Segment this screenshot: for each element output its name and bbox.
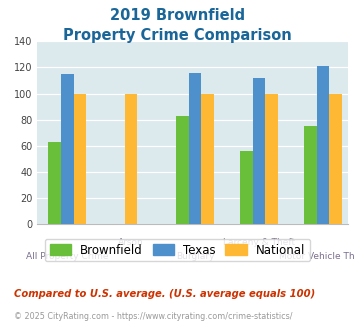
- Bar: [61, 74, 73, 224]
- Bar: [240, 151, 253, 224]
- Text: All Property Crime: All Property Crime: [26, 252, 108, 261]
- Bar: [304, 126, 317, 224]
- Text: Property Crime Comparison: Property Crime Comparison: [63, 28, 292, 43]
- Bar: [253, 78, 266, 224]
- Bar: [73, 94, 86, 224]
- Bar: [317, 66, 329, 224]
- Text: Larceny & Theft: Larceny & Theft: [223, 238, 295, 247]
- Text: Arson: Arson: [118, 238, 144, 247]
- Bar: [202, 94, 214, 224]
- Text: Motor Vehicle Theft: Motor Vehicle Theft: [279, 252, 355, 261]
- Text: © 2025 CityRating.com - https://www.cityrating.com/crime-statistics/: © 2025 CityRating.com - https://www.city…: [14, 312, 293, 321]
- Bar: [125, 94, 137, 224]
- Legend: Brownfield, Texas, National: Brownfield, Texas, National: [45, 239, 310, 261]
- Bar: [189, 73, 202, 224]
- Bar: [329, 94, 342, 224]
- Text: 2019 Brownfield: 2019 Brownfield: [110, 8, 245, 23]
- Bar: [48, 142, 61, 224]
- Text: Compared to U.S. average. (U.S. average equals 100): Compared to U.S. average. (U.S. average …: [14, 289, 316, 299]
- Bar: [266, 94, 278, 224]
- Text: Burglary: Burglary: [176, 252, 214, 261]
- Bar: [176, 116, 189, 224]
